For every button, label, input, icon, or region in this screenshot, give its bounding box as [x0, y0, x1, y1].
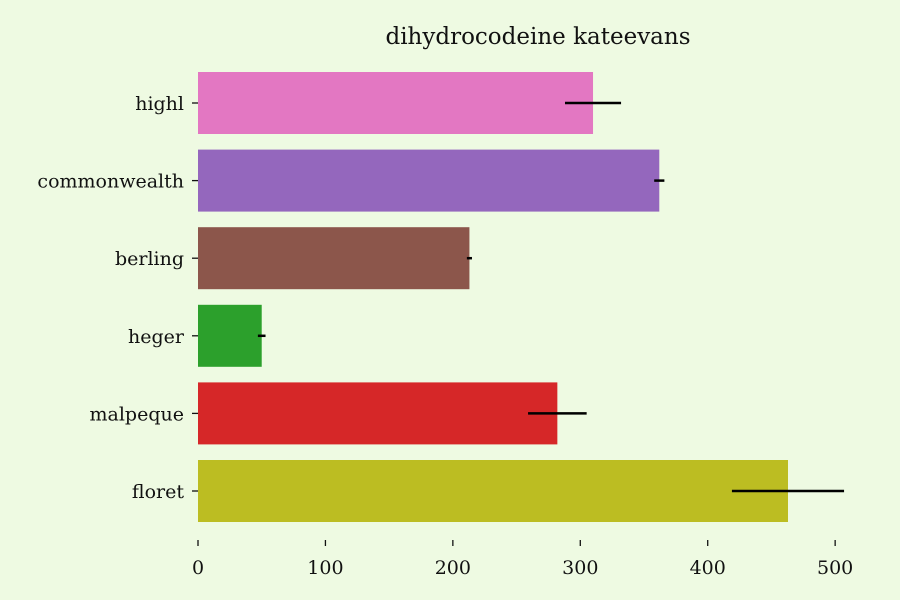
x-tick-label: 400 [690, 557, 726, 579]
x-tick-label: 500 [817, 557, 853, 579]
x-axis: 0 100 200 300 400 500 [192, 540, 853, 579]
x-tick-label: 0 [192, 557, 204, 579]
x-tick-label: 200 [435, 557, 471, 579]
error-bars-group [257, 101, 845, 493]
y-tick-label: commonwealth [37, 171, 184, 193]
y-tick-label: malpeque [90, 403, 184, 425]
bar-berling [198, 227, 470, 290]
bar-heger [198, 304, 262, 367]
y-tick-label: highl [135, 93, 184, 115]
bar-floret [198, 460, 788, 522]
bar-highl [198, 72, 594, 134]
bars-group [198, 72, 788, 522]
x-tick-label: 100 [307, 557, 343, 579]
y-axis: highl commonwealth berling heger malpeque flo… [37, 93, 198, 503]
y-tick-label: berling [115, 248, 184, 270]
bar-malpeque [198, 382, 558, 445]
chart-title: dihydrocodeine kateevans [385, 24, 690, 50]
bar-commonwealth [198, 149, 660, 212]
y-tick-label: heger [128, 326, 185, 348]
x-tick-label: 300 [562, 557, 598, 579]
y-tick-label: floret [132, 481, 184, 503]
